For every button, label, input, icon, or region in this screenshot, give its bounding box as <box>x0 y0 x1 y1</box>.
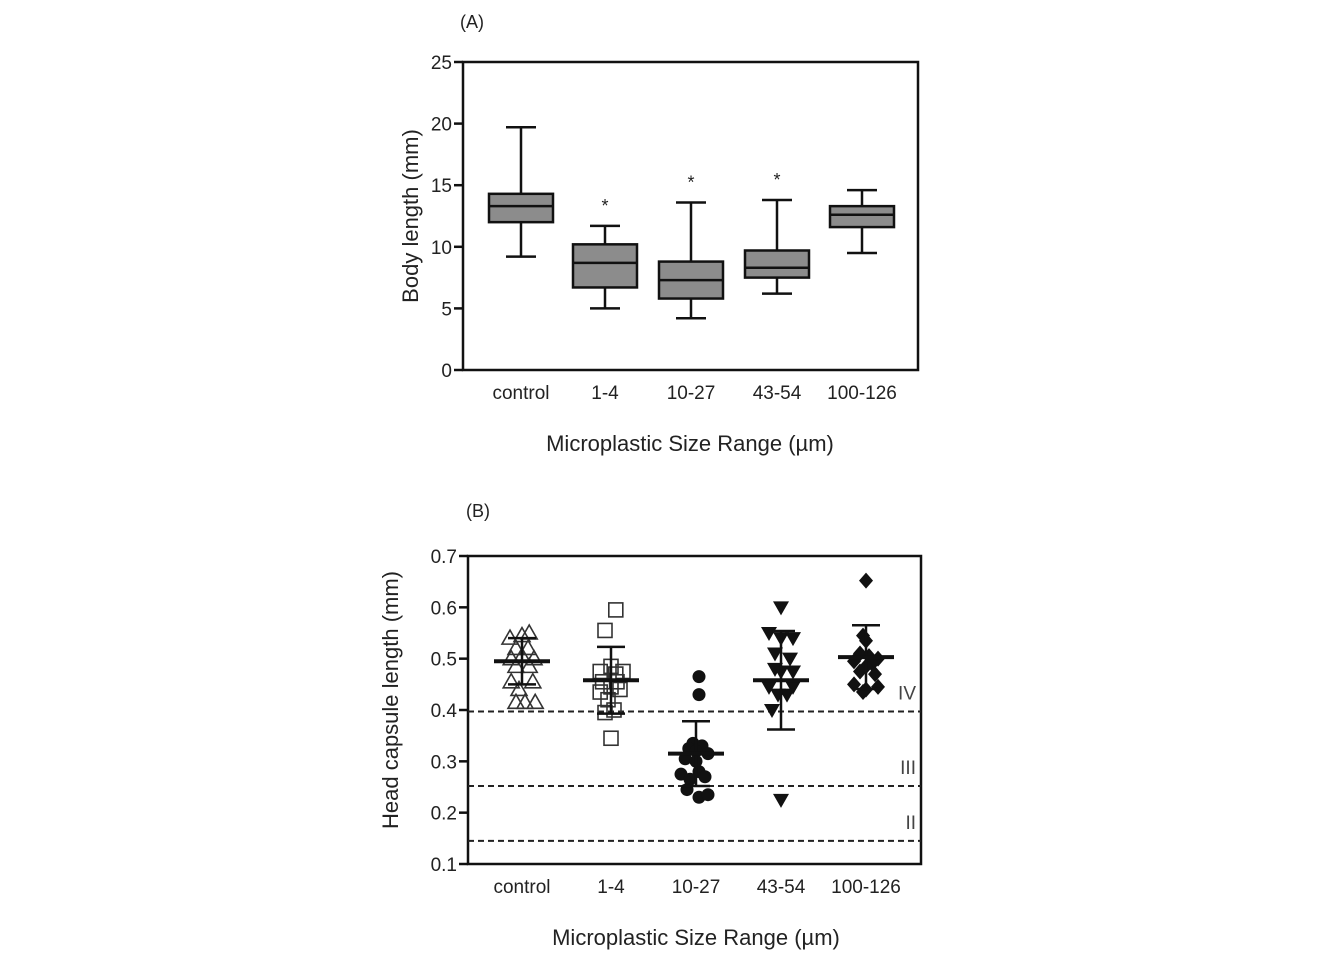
panel-a: (A) 0 5 10 15 20 25 control 1-4 10-27 43-54 100-1… <box>398 12 920 456</box>
data-point <box>506 656 526 674</box>
y-tick-label: 0.1 <box>431 855 457 876</box>
x-tick-label: 1-4 <box>591 383 619 404</box>
significance-marker: * <box>601 196 608 216</box>
box-100-126 <box>828 204 896 229</box>
x-tick-label: 10-27 <box>667 383 716 404</box>
data-point <box>871 678 885 695</box>
data-point <box>785 680 801 695</box>
data-point <box>523 672 543 689</box>
data-point <box>764 704 780 718</box>
data-point <box>853 663 867 680</box>
data-point <box>509 679 529 697</box>
data-point <box>519 656 539 674</box>
panel-b-label: (B) <box>466 501 490 521</box>
box-control <box>487 192 555 224</box>
data-point <box>859 572 873 589</box>
instar-label: II <box>905 813 916 834</box>
y-tick-label: 0.2 <box>431 804 457 825</box>
panel-a-y-axis-title: Body length (mm) <box>398 129 423 303</box>
data-point <box>868 666 882 683</box>
y-tick-label: 5 <box>441 299 452 320</box>
data-point <box>701 788 715 802</box>
data-point <box>524 649 544 666</box>
data-point <box>785 665 801 680</box>
box-1-4 <box>571 243 639 289</box>
x-tick-label: 43-54 <box>753 383 802 404</box>
panel-b-points <box>494 572 894 808</box>
data-point <box>761 680 777 695</box>
data-point <box>518 638 538 656</box>
data-point <box>515 692 535 710</box>
data-point <box>767 647 783 662</box>
y-tick-label: 25 <box>431 53 452 74</box>
y-tick-label: 0.3 <box>431 752 457 773</box>
panel-a-x-axis-title: Microplastic Size Range (µm) <box>546 431 834 456</box>
y-tick-label: 15 <box>431 176 452 197</box>
data-point <box>506 638 526 656</box>
x-tick-label: 10-27 <box>672 877 721 898</box>
y-tick-label: 0 <box>441 361 452 382</box>
x-tick-label: control <box>492 383 549 404</box>
data-point <box>692 670 706 684</box>
data-point <box>525 692 545 710</box>
panel-b-plot-frame <box>466 554 923 866</box>
data-point <box>683 772 697 786</box>
y-tick-label: 10 <box>431 238 452 259</box>
y-tick-label: 0.5 <box>431 650 457 671</box>
instar-label: IV <box>898 684 916 705</box>
panel-b-y-axis: 0.1 0.2 0.3 0.4 0.5 0.6 0.7 <box>431 547 468 876</box>
panel-a-x-axis: control 1-4 10-27 43-54 100-126 <box>492 383 896 404</box>
y-tick-label: 0.4 <box>431 701 458 722</box>
data-point <box>603 730 619 747</box>
y-tick-label: 20 <box>431 115 452 136</box>
data-point <box>773 793 789 808</box>
data-point <box>501 649 521 666</box>
data-point <box>600 691 616 708</box>
data-point <box>506 692 526 710</box>
data-point <box>785 632 801 647</box>
data-point <box>692 688 706 702</box>
panel-b-x-axis-title: Microplastic Size Range (µm) <box>552 925 840 950</box>
data-point <box>607 602 624 618</box>
x-tick-label: 43-54 <box>757 877 806 898</box>
data-point <box>501 672 521 689</box>
instar-label: III <box>900 758 916 779</box>
data-point <box>606 702 622 718</box>
panel-a-y-axis: 0 5 10 15 20 25 <box>431 53 463 382</box>
x-tick-label: 100-126 <box>831 877 901 898</box>
x-tick-label: 100-126 <box>827 383 897 404</box>
data-point <box>782 652 798 667</box>
panel-a-label: (A) <box>460 12 484 32</box>
panel-b-x-axis: control 1-4 10-27 43-54 100-126 <box>493 877 900 898</box>
y-tick-label: 0.7 <box>431 547 457 568</box>
y-tick-label: 0.6 <box>431 598 457 619</box>
data-point <box>612 681 628 698</box>
data-point <box>698 770 712 784</box>
panel-b-y-axis-title: Head capsule length (mm) <box>378 571 403 829</box>
panel-a-plot-frame <box>461 60 920 372</box>
data-point <box>597 622 613 639</box>
significance-marker: * <box>687 172 694 192</box>
data-point <box>779 688 795 703</box>
x-tick-label: 1-4 <box>597 877 625 898</box>
x-tick-label: control <box>493 877 550 898</box>
panel-a-boxes: * * * <box>487 126 896 320</box>
box-43-54 <box>743 249 811 279</box>
data-point <box>773 601 789 616</box>
significance-marker: * <box>773 170 780 190</box>
